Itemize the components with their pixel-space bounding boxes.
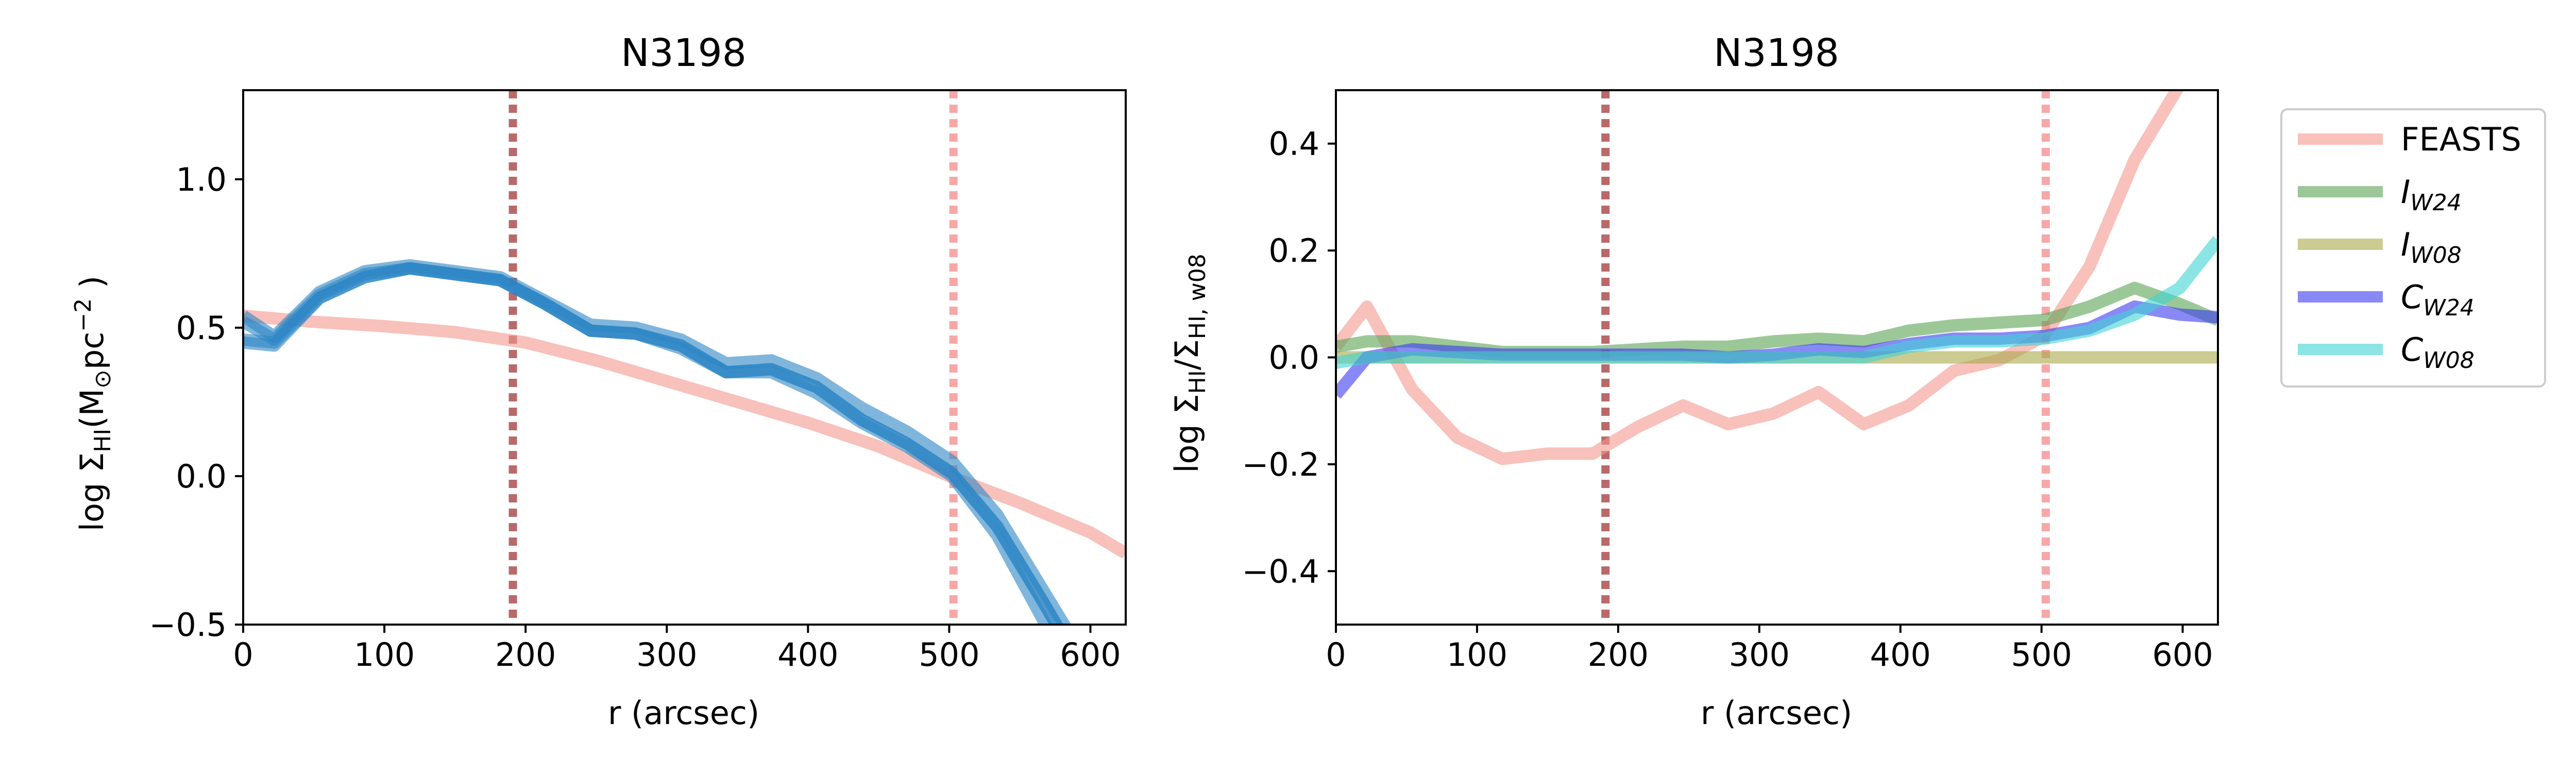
left-ytick-label: −0.5 <box>149 606 227 644</box>
right-series-FEASTS <box>1336 90 2184 465</box>
left-chart-title: N3198 <box>621 31 747 75</box>
right-xtick-label: 200 <box>1588 636 1649 674</box>
left-ytick-label: 0.5 <box>176 309 227 347</box>
left-ytick-label: 1.0 <box>176 161 227 198</box>
left-plot-area <box>243 90 1126 625</box>
right-series-C_W24 <box>1336 300 2218 399</box>
right-ytick-label: 0.2 <box>1268 232 1319 270</box>
left-x-axis-label: r (arcsec) <box>608 694 759 732</box>
left-xtick-label: 500 <box>919 636 979 674</box>
legend-label-I_W24: IW24 <box>2401 173 2462 216</box>
right-xtick-label: 100 <box>1447 636 1507 674</box>
left-xtick-label: 600 <box>1060 636 1121 674</box>
left-xtick-label: 0 <box>233 636 253 674</box>
left-xtick-label: 200 <box>495 636 556 674</box>
right-xtick-label: 0 <box>1326 636 1346 674</box>
right-ratio-chart: N3198 r (arcsec) log ΣHI/ΣHI, w08 0 100 20… <box>1168 31 2219 732</box>
right-plot-area <box>1336 90 2218 625</box>
legend: FEASTS IW24 IW08 CW24 CW08 <box>2280 108 2546 388</box>
left-xtick-label: 100 <box>354 636 415 674</box>
legend-frame <box>2280 108 2546 388</box>
left-xtick-label: 400 <box>777 636 838 674</box>
right-xtick-label: 300 <box>1729 636 1790 674</box>
legend-label-C_W24: CW24 <box>2401 278 2475 321</box>
right-ytick-label: 0.4 <box>1268 125 1319 163</box>
left-series-C_W08 <box>243 262 1064 625</box>
left-series-FEASTS <box>243 309 1126 559</box>
right-x-axis-label: r (arcsec) <box>1701 694 1852 732</box>
right-series-C_W08 <box>1336 236 2218 369</box>
right-ytick-label: −0.4 <box>1242 552 1319 590</box>
right-ytick-label: 0.0 <box>1268 339 1319 377</box>
legend-label-FEASTS: FEASTS <box>2401 121 2521 158</box>
legend-label-C_W08: CW08 <box>2401 331 2475 374</box>
right-y-axis-label: log ΣHI/ΣHI, w08 <box>1168 254 1211 473</box>
right-xtick-label: 500 <box>2011 636 2072 674</box>
right-xtick-label: 600 <box>2152 636 2213 674</box>
right-series-I_W24 <box>1336 281 2218 359</box>
right-chart-title: N3198 <box>1714 31 1839 75</box>
right-xtick-label: 400 <box>1870 636 1931 674</box>
left-profile-chart: N3198 r (arcsec) log ΣHI(M⊙pc−2 ) 0 100 20… <box>70 31 1127 732</box>
left-y-axis-label: log ΣHI(M⊙pc−2 ) <box>70 276 116 531</box>
left-ytick-label: 0.0 <box>176 458 227 495</box>
right-ytick-label: −0.2 <box>1242 446 1319 483</box>
left-xtick-label: 300 <box>636 636 697 674</box>
left-axes-frame <box>242 89 1127 626</box>
legend-label-I_W08: IW08 <box>2401 226 2462 268</box>
